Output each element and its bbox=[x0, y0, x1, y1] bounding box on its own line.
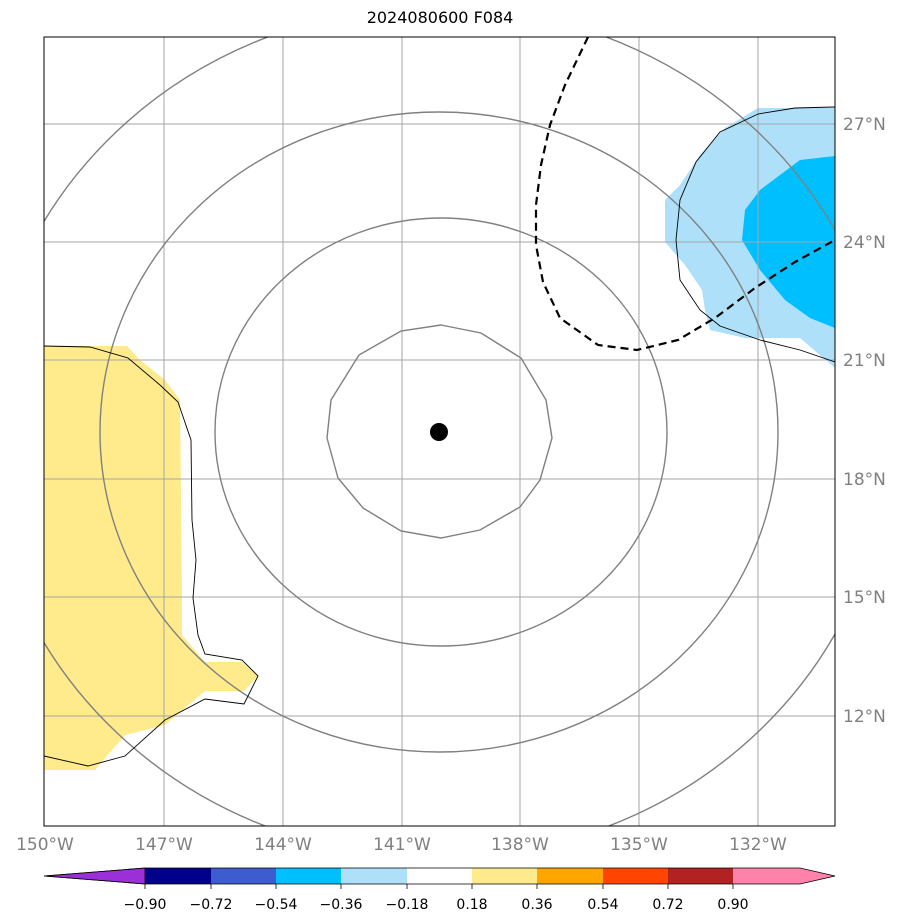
colorbar-segment-3 bbox=[276, 868, 341, 884]
colorbar-label: −0.90 bbox=[124, 897, 167, 913]
positive-anomaly-region bbox=[44, 346, 258, 770]
map-title: 2024080600 F084 bbox=[366, 8, 514, 27]
latitude-axis: 27°N 24°N 21°N 18°N 15°N 12°N bbox=[843, 115, 886, 727]
longitude-axis: 150°W 147°W 144°W 141°W 138°W 135°W 132°… bbox=[16, 835, 787, 855]
colorbar-ticks bbox=[144, 884, 734, 889]
colorbar-label: 0.54 bbox=[587, 897, 618, 913]
lat-label-18n: 18°N bbox=[843, 470, 886, 490]
range-ring-3 bbox=[99, 111, 779, 753]
colorbar-label: 0.36 bbox=[521, 897, 552, 913]
negative-anomaly-contour bbox=[675, 106, 835, 363]
colorbar-label: −0.36 bbox=[320, 897, 363, 913]
dashed-track-line bbox=[534, 37, 835, 352]
map-plot bbox=[44, 37, 835, 826]
colorbar-segment-9 bbox=[668, 868, 733, 884]
lat-label-27n: 27°N bbox=[843, 115, 886, 135]
colorbar-segment-5 bbox=[407, 868, 472, 884]
lon-label-150w: 150°W bbox=[16, 835, 74, 855]
lon-label-147w: 147°W bbox=[135, 835, 193, 855]
lon-label-132w: 132°W bbox=[729, 835, 787, 855]
colorbar-label: −0.18 bbox=[386, 897, 429, 913]
colorbar-extend-high bbox=[800, 868, 835, 884]
lat-label-15n: 15°N bbox=[843, 588, 886, 608]
colorbar-extend-low bbox=[43, 867, 146, 885]
colorbar: −0.90 −0.72 −0.54 −0.36 −0.18 0.18 0.36 … bbox=[43, 867, 836, 913]
colorbar-segment-6 bbox=[472, 868, 537, 884]
lat-label-24n: 24°N bbox=[843, 233, 886, 253]
lon-label-138w: 138°W bbox=[491, 835, 549, 855]
range-ring-1 bbox=[326, 324, 553, 539]
lon-label-144w: 144°W bbox=[254, 835, 312, 855]
positive-anomaly-contour bbox=[44, 345, 259, 767]
colorbar-segment-4 bbox=[341, 868, 407, 884]
colorbar-label: 0.18 bbox=[456, 897, 487, 913]
colorbar-segment-7 bbox=[537, 868, 603, 884]
gridlines bbox=[44, 37, 835, 826]
colorbar-segment-2 bbox=[211, 868, 276, 884]
map-frame bbox=[43, 36, 836, 827]
lon-label-135w: 135°W bbox=[610, 835, 668, 855]
colorbar-label: −0.54 bbox=[255, 897, 298, 913]
colorbar-segment-10 bbox=[733, 868, 800, 884]
colorbar-segment-8 bbox=[603, 868, 668, 884]
range-rings bbox=[44, 37, 835, 826]
colorbar-label: 0.72 bbox=[652, 897, 683, 913]
lat-label-21n: 21°N bbox=[843, 351, 886, 371]
colorbar-segment-1 bbox=[145, 868, 211, 884]
colorbar-label: −0.72 bbox=[190, 897, 233, 913]
storm-center-marker bbox=[430, 423, 448, 441]
colorbar-label: 0.90 bbox=[717, 897, 748, 913]
lon-label-141w: 141°W bbox=[373, 835, 431, 855]
lat-label-12n: 12°N bbox=[843, 707, 886, 727]
range-ring-2 bbox=[214, 217, 668, 647]
